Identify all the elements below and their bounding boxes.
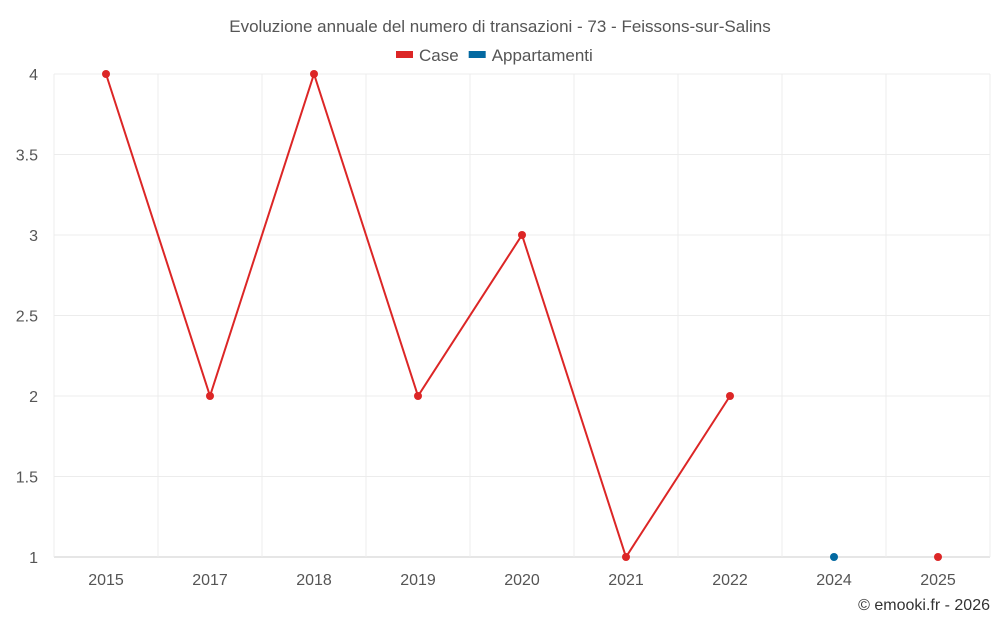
x-tick-label: 2018 [296,572,332,589]
legend-item: Appartamenti [492,46,593,65]
legend: Case Appartamenti [396,46,593,65]
data-point-case [102,70,110,78]
data-point-case [518,231,526,239]
y-tick-label: 3.5 [16,148,38,165]
x-axis: 2015 2017 2018 2019 2020 2021 2022 2024 2025 [88,572,956,589]
x-tick-label: 2024 [816,572,852,589]
data-point-case [310,70,318,78]
x-tick-label: 2015 [88,572,124,589]
y-tick-label: 2 [29,389,38,406]
x-tick-label: 2021 [608,572,644,589]
y-tick-label: 4 [29,67,38,84]
y-tick-label: 1.5 [16,470,38,487]
credit: © emooki.fr - 2026 [858,597,990,614]
y-tick-label: 1 [29,550,38,567]
x-tick-label: 2017 [192,572,228,589]
x-tick-label: 2019 [400,572,436,589]
data-point-case [414,392,422,400]
chart-title: Evoluzione annuale del numero di transaz… [229,17,770,36]
y-axis: 1 1.5 2 2.5 3 3.5 4 [16,67,38,567]
series [102,70,942,561]
grid [53,73,991,558]
legend-item: Case [419,46,459,65]
data-point-appartamenti [830,553,838,561]
legend-swatch [468,51,486,58]
y-tick-label: 3 [29,228,38,245]
y-tick-label: 2.5 [16,309,38,326]
data-point-case [622,553,630,561]
x-tick-label: 2022 [712,572,748,589]
data-point-case [206,392,214,400]
legend-swatch [396,51,413,58]
x-tick-label: 2020 [504,572,540,589]
data-point-case [726,392,734,400]
data-point-case [934,553,942,561]
x-tick-label: 2025 [920,572,956,589]
